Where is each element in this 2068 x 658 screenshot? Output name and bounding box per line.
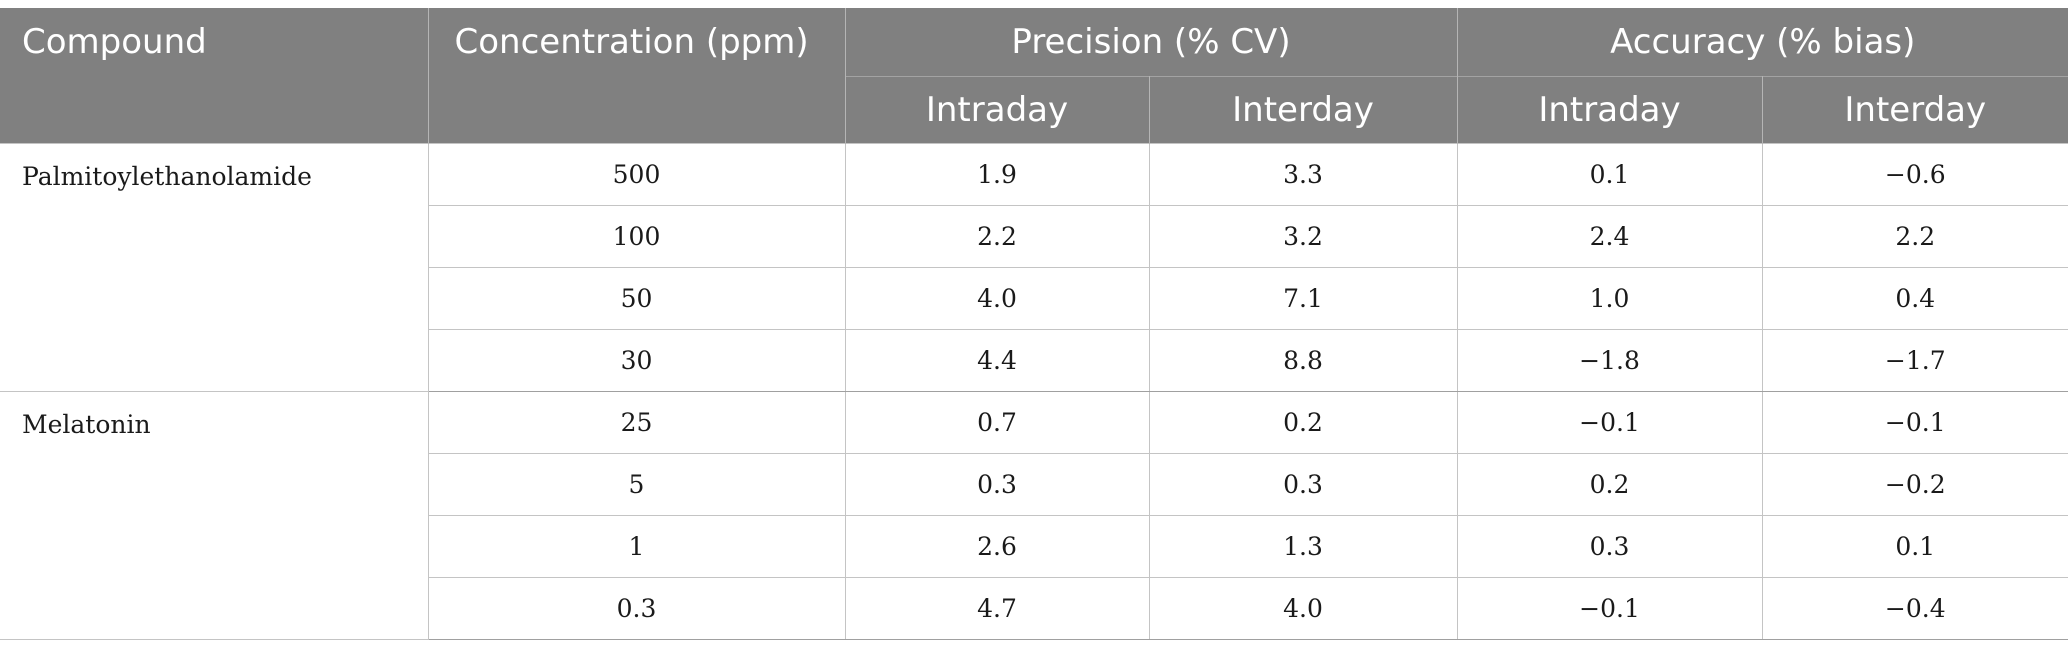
precision-interday-cell: 0.3: [1148, 452, 1458, 516]
accuracy-interday-cell: −0.1: [1761, 390, 2068, 454]
header-accuracy: Accuracy (% bias): [1456, 8, 2068, 76]
table-header: Compound Concentration (ppm) Precision (…: [0, 8, 2068, 143]
table-row: 5 0.3 0.3 0.2 −0.2: [0, 452, 2068, 516]
accuracy-interday-cell: 2.2: [1761, 204, 2068, 268]
table-row: Palmitoylethanolamide 500 1.9 3.3 0.1 −0…: [0, 142, 2068, 392]
precision-intraday-cell: 4.7: [844, 576, 1150, 640]
concentration-cell: 1: [427, 514, 846, 578]
accuracy-intraday-cell: 0.1: [1456, 142, 1763, 206]
header-precision-intraday: Intraday: [844, 75, 1150, 143]
accuracy-intraday-cell: 2.4: [1456, 204, 1763, 268]
accuracy-interday-cell: −0.6: [1761, 142, 2068, 206]
precision-interday-cell: 8.8: [1148, 328, 1458, 392]
accuracy-intraday-cell: 0.2: [1456, 452, 1763, 516]
header-precision: Precision (% CV): [844, 8, 1458, 76]
compound-cell: Palmitoylethanolamide: [0, 142, 429, 392]
precision-intraday-cell: 4.4: [844, 328, 1150, 392]
precision-intraday-cell: 1.9: [844, 142, 1150, 206]
concentration-cell: 50: [427, 266, 846, 330]
table-row: 0.3 4.7 4.0 −0.1 −0.4: [0, 576, 2068, 640]
table-row: 50 4.0 7.1 1.0 0.4: [0, 266, 2068, 330]
precision-interday-cell: 7.1: [1148, 266, 1458, 330]
concentration-cell: 25: [427, 390, 846, 454]
accuracy-interday-cell: −1.7: [1761, 328, 2068, 392]
table-row: Melatonin 25 0.7 0.2 −0.1 −0.1: [0, 390, 2068, 640]
precision-intraday-cell: 2.2: [844, 204, 1150, 268]
header-row-1: Compound Concentration (ppm) Precision (…: [0, 8, 2068, 143]
accuracy-intraday-cell: −0.1: [1456, 390, 1763, 454]
precision-intraday-cell: 0.7: [844, 390, 1150, 454]
header-compound: Compound: [0, 8, 429, 143]
concentration-cell: 0.3: [427, 576, 846, 640]
validation-table: Compound Concentration (ppm) Precision (…: [0, 8, 2068, 640]
precision-interday-cell: 3.3: [1148, 142, 1458, 206]
precision-interday-cell: 0.2: [1148, 390, 1458, 454]
concentration-cell: 100: [427, 204, 846, 268]
precision-interday-cell: 1.3: [1148, 514, 1458, 578]
concentration-cell: 30: [427, 328, 846, 392]
concentration-cell: 5: [427, 452, 846, 516]
table-body: Palmitoylethanolamide 500 1.9 3.3 0.1 −0…: [0, 142, 2068, 640]
precision-intraday-cell: 2.6: [844, 514, 1150, 578]
accuracy-intraday-cell: 1.0: [1456, 266, 1763, 330]
precision-interday-cell: 3.2: [1148, 204, 1458, 268]
accuracy-interday-cell: 0.4: [1761, 266, 2068, 330]
compound-cell: Melatonin: [0, 390, 429, 640]
precision-intraday-cell: 4.0: [844, 266, 1150, 330]
table-row: 1 2.6 1.3 0.3 0.1: [0, 514, 2068, 578]
accuracy-interday-cell: −0.4: [1761, 576, 2068, 640]
precision-interday-cell: 4.0: [1148, 576, 1458, 640]
precision-intraday-cell: 0.3: [844, 452, 1150, 516]
header-accuracy-intraday: Intraday: [1456, 75, 1763, 143]
header-concentration: Concentration (ppm): [427, 8, 846, 143]
table-row: 30 4.4 8.8 −1.8 −1.7: [0, 328, 2068, 392]
accuracy-interday-cell: −0.2: [1761, 452, 2068, 516]
accuracy-intraday-cell: −1.8: [1456, 328, 1763, 392]
accuracy-interday-cell: 0.1: [1761, 514, 2068, 578]
table-row: 100 2.2 3.2 2.4 2.2: [0, 204, 2068, 268]
header-row-2: Intraday Interday Intraday Interday: [0, 75, 2068, 143]
header-precision-interday: Interday: [1148, 75, 1458, 143]
accuracy-intraday-cell: 0.3: [1456, 514, 1763, 578]
concentration-cell: 500: [427, 142, 846, 206]
accuracy-intraday-cell: −0.1: [1456, 576, 1763, 640]
header-accuracy-interday: Interday: [1761, 75, 2068, 143]
